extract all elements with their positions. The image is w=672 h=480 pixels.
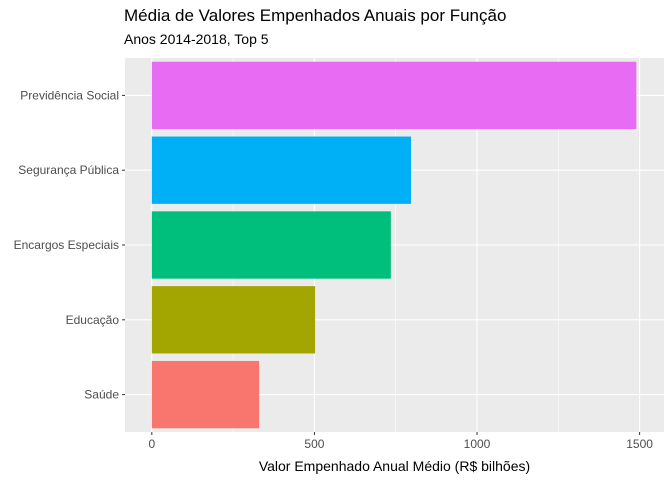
- x-axis: 0 500 1000 1500: [148, 432, 653, 451]
- bar: [151, 61, 637, 130]
- y-tick-label: Segurança Pública: [18, 163, 119, 177]
- x-tick-label: 1500: [626, 437, 653, 451]
- bar: [151, 360, 260, 429]
- bar: [151, 136, 412, 204]
- chart-subtitle: Anos 2014-2018, Top 5: [124, 31, 269, 47]
- y-axis: Saúde Educação Encargos Especiais Segurança…: [14, 88, 125, 402]
- bar: [151, 286, 316, 354]
- x-tick-label: 500: [304, 437, 324, 451]
- bar: [151, 211, 391, 279]
- y-tick-label: Educação: [66, 313, 120, 327]
- y-tick-label: Encargos Especiais: [14, 238, 119, 252]
- bars: [151, 61, 637, 429]
- x-tick-label: 0: [148, 437, 155, 451]
- x-tick-label: 1000: [464, 437, 491, 451]
- y-tick-label: Saúde: [84, 388, 119, 402]
- chart-title: Média de Valores Empenhados Anuais por F…: [124, 6, 507, 25]
- y-tick-label: Previdência Social: [20, 88, 119, 102]
- x-axis-label: Valor Empenhado Anual Médio (R$ bilhões): [259, 458, 530, 474]
